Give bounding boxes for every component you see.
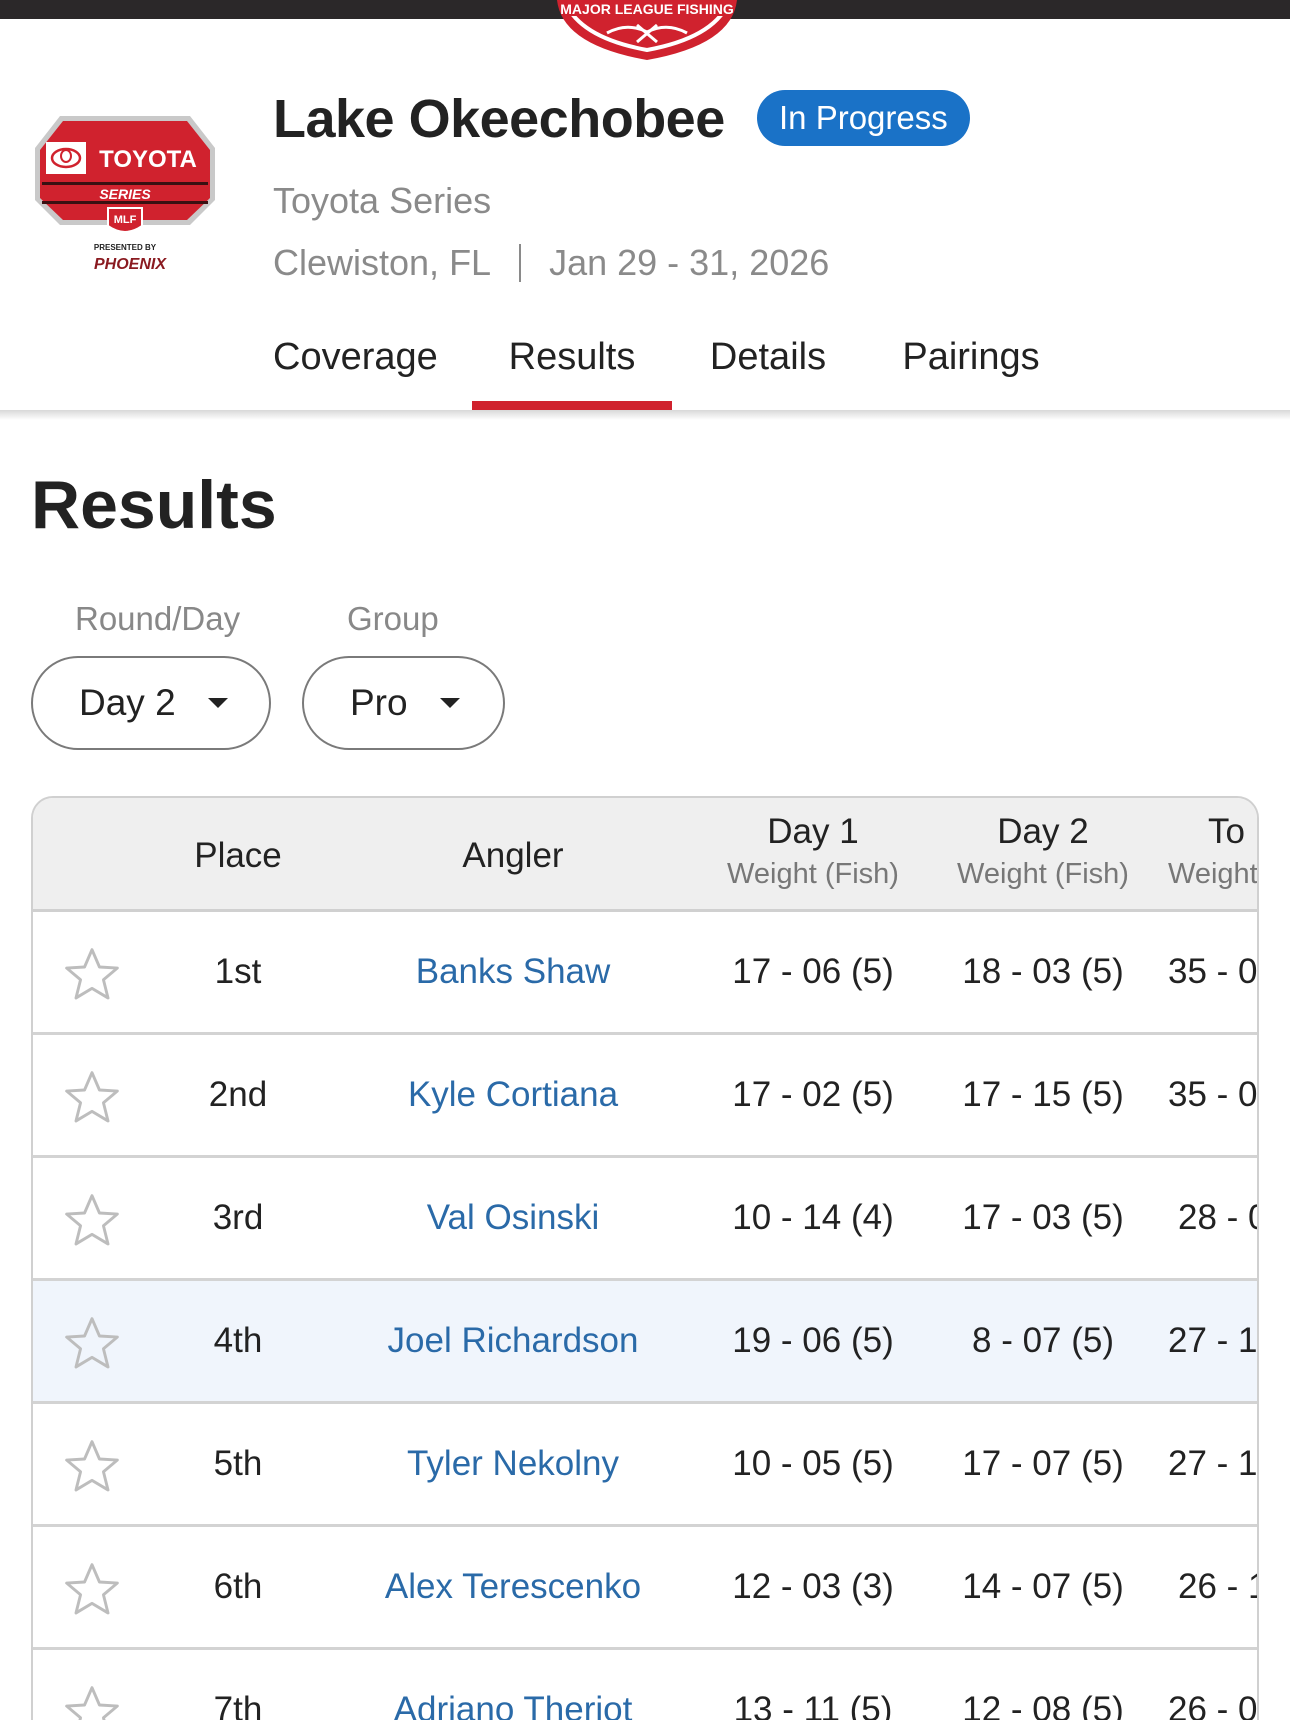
star-favorite-icon[interactable]: [59, 1312, 125, 1376]
status-badge: In Progress: [757, 90, 970, 146]
tab-results[interactable]: Results: [472, 330, 672, 410]
column-place[interactable]: Place: [194, 836, 282, 875]
table-row[interactable]: 2nd Kyle Cortiana 17 - 02 (5) 17 - 15 (5…: [33, 1035, 1258, 1158]
star-favorite-icon[interactable]: [59, 1681, 125, 1720]
table-row[interactable]: 7th Adriano Theriot 13 - 11 (5) 12 - 08 …: [33, 1650, 1258, 1720]
round-day-value: Day 2: [79, 682, 176, 723]
star-favorite-icon[interactable]: [59, 1066, 125, 1130]
event-dates: Jan 29 - 31, 2026: [549, 242, 830, 283]
day1-weight: 13 - 11 (5): [733, 1690, 893, 1720]
group-filter-label: Group: [347, 600, 439, 637]
toyota-series-logo: TOYOTA SERIES MLF PRESENTED BY PHOENIX: [35, 116, 215, 273]
day2-weight: 14 - 07 (5): [962, 1567, 1124, 1606]
column-angler[interactable]: Angler: [462, 836, 564, 875]
day2-weight: 18 - 03 (5): [962, 952, 1124, 991]
event-title: Lake Okeechobee: [273, 89, 725, 149]
angler-link[interactable]: Alex Terescenko: [384, 1567, 642, 1606]
table-row[interactable]: 6th Alex Terescenko 12 - 03 (3) 14 - 07 …: [33, 1527, 1259, 1650]
svg-text:PRESENTED BY: PRESENTED BY: [94, 243, 157, 252]
event-series: Toyota Series: [273, 180, 492, 221]
day1-weight: 10 - 14 (4): [732, 1198, 894, 1237]
tab-coverage[interactable]: Coverage: [273, 336, 438, 378]
place: 5th: [213, 1444, 263, 1483]
day2-weight: 12 - 08 (5): [962, 1690, 1124, 1720]
angler-link[interactable]: Val Osinski: [426, 1198, 600, 1237]
star-favorite-icon[interactable]: [59, 1189, 125, 1253]
event-location: Clewiston, FL: [273, 242, 492, 283]
tabs-divider: [0, 410, 1290, 420]
day1-weight: 12 - 03 (3): [732, 1567, 894, 1606]
table-header: Place Angler Day 1 Weight (Fish) Day 2 W…: [33, 798, 1258, 912]
total-weight: 35 - 09: [1168, 952, 1258, 991]
column-total[interactable]: To Weight: [1168, 812, 1258, 890]
place: 3rd: [212, 1198, 264, 1237]
angler-link[interactable]: Adriano Theriot: [393, 1690, 633, 1720]
table-row[interactable]: 1st Banks Shaw 17 - 06 (5) 18 - 03 (5) 3…: [33, 912, 1258, 1035]
total-weight: 28 - 0: [1178, 1198, 1259, 1237]
day2-weight: 17 - 03 (5): [962, 1198, 1124, 1237]
mlf-logo-icon[interactable]: MAJOR LEAGUE FISHING: [552, 0, 742, 62]
event-meta: Clewiston, FL Jan 29 - 31, 2026: [273, 242, 829, 284]
place: 1st: [214, 952, 262, 991]
total-weight: 26 - 1: [1178, 1567, 1259, 1606]
place: 6th: [213, 1567, 263, 1606]
meta-divider: [519, 244, 522, 282]
place: 4th: [213, 1321, 263, 1360]
angler-link[interactable]: Banks Shaw: [415, 952, 611, 991]
chevron-down-icon: [208, 698, 228, 708]
column-day1[interactable]: Day 1 Weight (Fish): [727, 812, 899, 890]
total-weight: 27 - 13: [1168, 1321, 1258, 1360]
round-day-select[interactable]: Day 2: [31, 656, 271, 750]
results-table[interactable]: Place Angler Day 1 Weight (Fish) Day 2 W…: [31, 796, 1259, 1720]
angler-link[interactable]: Joel Richardson: [387, 1321, 639, 1360]
star-favorite-icon[interactable]: [59, 1435, 125, 1499]
total-weight: 27 - 12: [1168, 1444, 1258, 1483]
page-title: Results: [31, 467, 277, 543]
day2-weight: 17 - 15 (5): [962, 1075, 1124, 1114]
star-favorite-icon[interactable]: [59, 1558, 125, 1622]
table-row[interactable]: 3rd Val Osinski 10 - 14 (4) 17 - 03 (5) …: [33, 1158, 1259, 1281]
day1-weight: 19 - 06 (5): [732, 1321, 894, 1360]
group-value: Pro: [350, 682, 408, 723]
svg-text:MLF: MLF: [114, 214, 137, 226]
round-filter-label: Round/Day: [75, 600, 241, 637]
tab-details[interactable]: Details: [709, 336, 827, 378]
place: 7th: [213, 1690, 263, 1720]
svg-text:SERIES: SERIES: [99, 186, 151, 202]
day1-weight: 17 - 02 (5): [732, 1075, 894, 1114]
angler-link[interactable]: Tyler Nekolny: [406, 1444, 620, 1483]
table-row-highlighted[interactable]: 4th Joel Richardson 19 - 06 (5) 8 - 07 (…: [33, 1281, 1258, 1404]
place: 2nd: [208, 1075, 268, 1114]
day2-weight: 8 - 07 (5): [972, 1321, 1114, 1360]
total-weight: 35 - 01: [1168, 1075, 1258, 1114]
total-weight: 26 - 0: [1168, 1690, 1258, 1720]
tab-pairings[interactable]: Pairings: [902, 336, 1040, 378]
star-favorite-icon[interactable]: [59, 943, 125, 1007]
day1-weight: 10 - 05 (5): [732, 1444, 894, 1483]
svg-text:PHOENIX: PHOENIX: [94, 256, 167, 273]
group-select[interactable]: Pro: [302, 656, 505, 750]
chevron-down-icon: [440, 698, 460, 708]
day2-weight: 17 - 07 (5): [962, 1444, 1124, 1483]
table-row[interactable]: 5th Tyler Nekolny 10 - 05 (5) 17 - 07 (5…: [33, 1404, 1258, 1527]
svg-text:TOYOTA: TOYOTA: [99, 146, 197, 173]
svg-text:MAJOR LEAGUE FISHING: MAJOR LEAGUE FISHING: [560, 1, 734, 17]
event-tabs: Coverage Results Details Pairings: [0, 330, 1290, 410]
column-day2[interactable]: Day 2 Weight (Fish): [957, 812, 1129, 890]
day1-weight: 17 - 06 (5): [732, 952, 894, 991]
angler-link[interactable]: Kyle Cortiana: [407, 1075, 619, 1114]
